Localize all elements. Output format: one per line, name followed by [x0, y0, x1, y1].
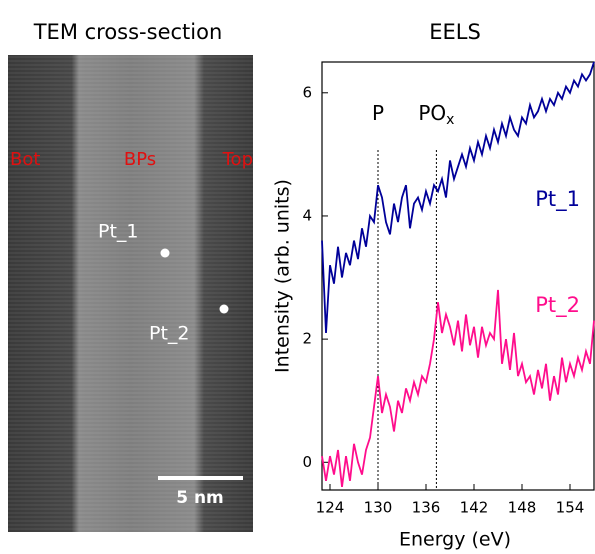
reference-subscript: x	[446, 112, 454, 128]
scale-label: 5 nm	[176, 488, 224, 508]
series-label: Pt_2	[535, 293, 580, 318]
reference-label: POx	[418, 101, 454, 129]
region-label: Bot	[10, 149, 40, 170]
point-marker	[160, 248, 170, 258]
x-axis-label: Energy (eV)	[399, 529, 511, 551]
region-label: Top	[222, 149, 253, 170]
reference-text: P	[372, 101, 384, 125]
reference-text: PO	[418, 101, 446, 125]
chart-title: EELS	[429, 20, 481, 44]
x-tick-label: 130	[364, 499, 393, 517]
image-title: TEM cross-section	[33, 20, 223, 44]
x-tick-label: 136	[412, 499, 441, 517]
y-tick-label: 4	[302, 206, 312, 224]
series-line	[321, 289, 595, 488]
tem-texture	[8, 55, 253, 532]
x-tick-label: 148	[508, 499, 537, 517]
series-label: Pt_1	[535, 187, 580, 212]
y-tick-label: 2	[302, 330, 312, 348]
point-label: Pt_2	[149, 323, 190, 345]
point-marker	[219, 304, 229, 314]
region-label: BPs	[124, 149, 156, 170]
x-tick-label: 154	[556, 499, 585, 517]
y-tick-label: 6	[302, 83, 312, 101]
x-tick-label: 124	[316, 499, 345, 517]
plot-frame	[321, 61, 595, 491]
x-tick-label: 142	[460, 499, 489, 517]
point-label: Pt_1	[98, 221, 139, 243]
series-line	[321, 61, 595, 334]
reference-label: P	[372, 101, 384, 125]
y-axis-label: Intensity (arb. units)	[272, 179, 294, 373]
y-tick-label: 0	[302, 453, 312, 471]
